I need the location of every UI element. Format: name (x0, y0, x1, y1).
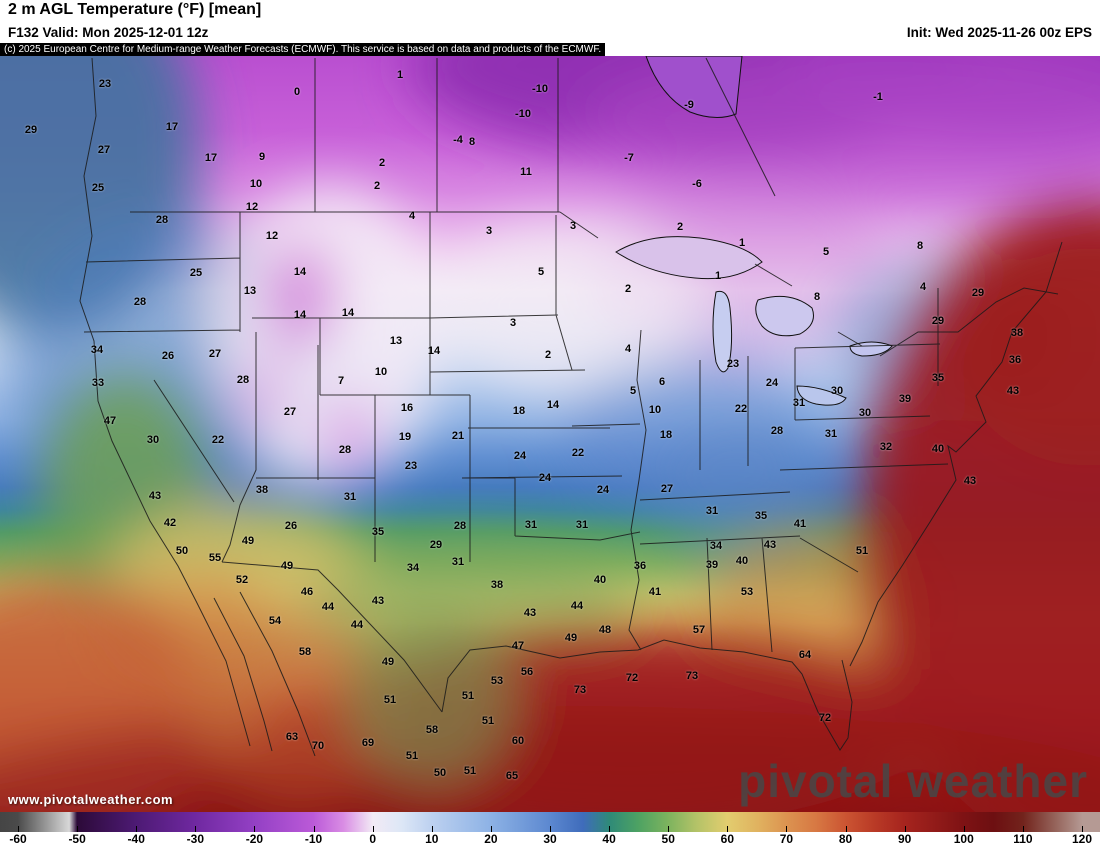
colorbar-tick-label: 30 (543, 832, 557, 846)
brand-watermark: pivotal weather (738, 755, 1088, 807)
colorbar-tick-label: 90 (897, 832, 912, 846)
great-lakes (615, 56, 893, 406)
attribution-bar: (c) 2025 European Centre for Medium-rang… (0, 43, 606, 56)
colorbar-tick-label: 80 (838, 832, 853, 846)
colorbar-tick-label: -30 (186, 832, 204, 846)
colorbar-tick-label: 60 (720, 832, 735, 846)
temperature-map (0, 56, 1100, 812)
watermark-url: www.pivotalweather.com (8, 792, 174, 807)
colorbar-tick-label: 40 (602, 832, 616, 846)
colorbar-tick-label: -20 (245, 832, 264, 846)
colorbar-tick-label: -50 (68, 832, 86, 846)
colorbar-tick-label: 20 (484, 832, 498, 846)
colorbar-tick-label: 110 (1013, 832, 1033, 846)
init-time-text: Init: Wed 2025-11-26 00z EPS (906, 25, 1092, 40)
colorbar-tick-label: 50 (661, 832, 675, 846)
valid-time-text: F132 Valid: Mon 2025-12-01 12z (8, 25, 209, 40)
page-title: 2 m AGL Temperature (°F) [mean] (8, 1, 262, 18)
colorbar-tick-label: 100 (953, 832, 974, 846)
political-borders (79, 57, 1063, 757)
colorbar-tick-label: 70 (779, 832, 794, 846)
colorbar-tick-label: -40 (127, 832, 145, 846)
colorbar-tick-label: 0 (369, 832, 376, 846)
colorbar-labels: -60 -50 -40 -30 -20 -10 0 10 20 30 40 50 60 70 80 90 100… (9, 831, 1092, 849)
temperature-field-graphic (0, 56, 1100, 812)
colorbar-tick-label: 120 (1071, 832, 1093, 846)
colorbar-tick-label: -60 (9, 832, 27, 846)
colorbar-tick-label: 10 (425, 832, 439, 846)
colorbar-gradient (0, 812, 1100, 832)
colorbar-tick-label: -10 (304, 832, 323, 846)
